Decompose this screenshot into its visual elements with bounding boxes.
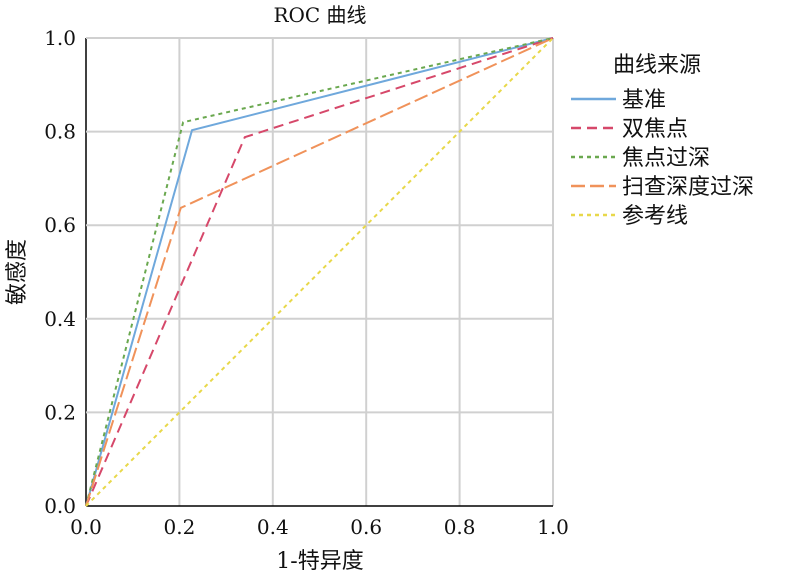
series-line-2 (85, 37, 554, 507)
legend-label: 扫查深度过深 (622, 175, 754, 200)
series-line-3 (85, 37, 554, 507)
y-tick-label: 0.4 (44, 307, 76, 331)
series-line-0 (85, 37, 554, 507)
y-tick-label: 0.6 (44, 213, 76, 237)
x-tick-label: 0.2 (163, 515, 195, 539)
y-tick-label: 0.2 (44, 400, 76, 424)
legend-label: 焦点过深 (622, 146, 710, 171)
y-axis-label: 敏感度 (5, 239, 30, 305)
tick-labels: 0.0 0.2 0.4 0.6 0.8 1.0 0.0 0.2 0.4 0.6 0.8 1.0 (44, 26, 569, 539)
y-tick-label: 0.0 (44, 494, 76, 518)
legend-title: 曲线来源 (613, 53, 701, 78)
y-tick-label: 1.0 (44, 26, 76, 50)
series-line-4 (85, 37, 554, 507)
x-tick-label: 0.4 (257, 515, 289, 539)
legend-label: 参考线 (622, 204, 688, 229)
legend-label: 基准 (622, 88, 666, 113)
y-tick-label: 0.8 (44, 120, 76, 144)
series-lines (85, 37, 554, 507)
series-line-1 (85, 37, 554, 507)
legend-label: 双焦点 (622, 117, 688, 142)
x-tick-label: 0.0 (70, 515, 102, 539)
grid (85, 37, 554, 507)
x-axis-label: 1-特异度 (276, 549, 363, 574)
x-tick-label: 0.6 (350, 515, 382, 539)
x-tick-label: 1.0 (537, 515, 569, 539)
x-tick-label: 0.8 (444, 515, 476, 539)
chart-title: ROC 曲线 (273, 3, 366, 27)
